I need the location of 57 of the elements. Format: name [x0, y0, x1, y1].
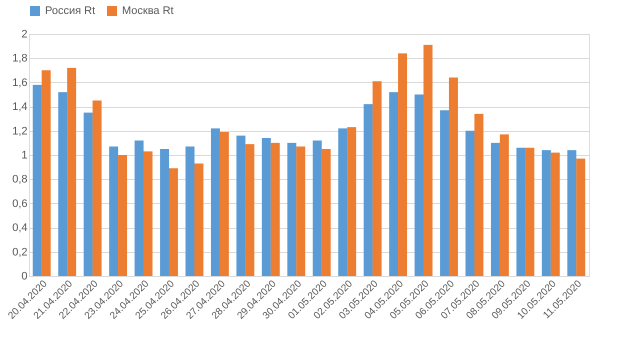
bar: [312, 140, 322, 276]
y-tick-label: 1,6: [12, 76, 28, 89]
y-tick-label: 0,4: [12, 222, 28, 234]
bar: [576, 158, 586, 276]
legend-label: Россия Rt: [45, 5, 96, 17]
bar: [168, 168, 178, 276]
bar: [424, 44, 432, 276]
bar: [32, 84, 42, 276]
bar: [287, 142, 296, 276]
y-tick-label: 1: [21, 150, 28, 162]
bar: [92, 100, 102, 276]
bar: [466, 130, 474, 276]
bar: [262, 138, 271, 276]
y-tick-label: 1,4: [12, 101, 28, 114]
bar: [210, 128, 220, 276]
y-tick-label: 0,8: [12, 174, 28, 186]
bar: [270, 142, 280, 276]
y-tick-label: 1,2: [12, 125, 28, 138]
bar: [194, 163, 204, 276]
bar: [58, 92, 68, 276]
bar: [296, 146, 306, 276]
legend-label: Москва Rt: [122, 5, 174, 17]
bar: [347, 127, 356, 276]
bar: [440, 110, 450, 276]
bar: [500, 134, 509, 276]
bar: [144, 151, 152, 276]
bar: [525, 148, 534, 276]
y-tick-label: 0,2: [12, 246, 28, 258]
bar: [118, 155, 128, 276]
y-tick-label: 2: [21, 28, 28, 40]
bar: [414, 94, 424, 276]
bar: [398, 53, 408, 276]
bar: [42, 70, 51, 276]
bar: [490, 142, 500, 276]
y-tick-label: 0: [21, 270, 28, 282]
bar: [516, 148, 526, 276]
bar: [109, 146, 118, 276]
bar: [448, 78, 458, 276]
bar: [550, 152, 560, 276]
bar: [364, 104, 373, 276]
bar: [245, 144, 254, 276]
bar: [84, 112, 93, 276]
bar: [389, 92, 398, 276]
bar: [67, 68, 76, 276]
bar: [134, 140, 144, 276]
bar: [186, 146, 194, 276]
bar: [160, 148, 170, 276]
bar: [338, 128, 348, 276]
bar: [474, 114, 484, 276]
bar: [322, 148, 331, 276]
y-tick-label: 0,6: [12, 198, 28, 210]
bar: [542, 150, 551, 276]
bar: [372, 81, 382, 276]
y-tick-label: 1,8: [12, 52, 28, 65]
bar: [567, 150, 576, 276]
bar: [220, 132, 229, 276]
bar: [236, 136, 246, 276]
